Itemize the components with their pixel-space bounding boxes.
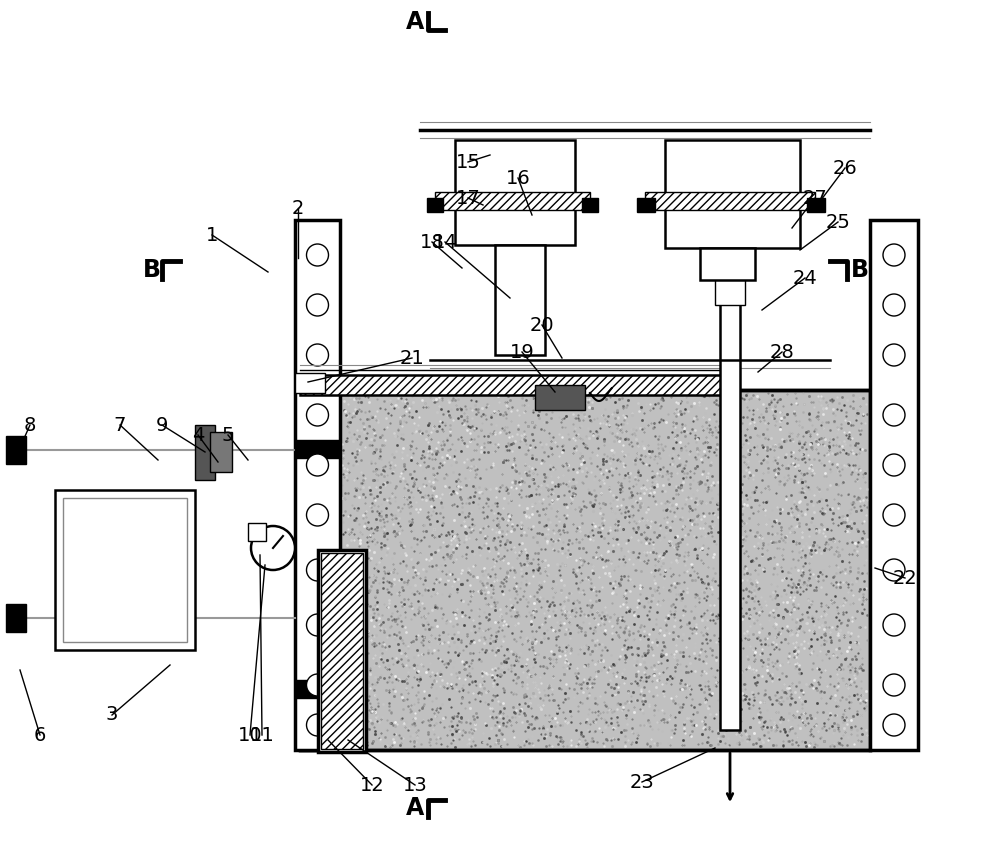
- Bar: [435, 192, 590, 210]
- Circle shape: [883, 504, 905, 526]
- Text: 12: 12: [360, 776, 384, 794]
- Text: 18: 18: [420, 233, 444, 251]
- Text: 21: 21: [400, 349, 424, 367]
- Text: 26: 26: [833, 158, 857, 178]
- Text: 15: 15: [456, 152, 480, 172]
- Text: 17: 17: [456, 189, 480, 207]
- Text: 19: 19: [510, 343, 534, 361]
- Bar: [63, 498, 187, 642]
- Bar: [195, 425, 215, 480]
- Circle shape: [883, 714, 905, 736]
- Bar: [427, 198, 443, 212]
- Circle shape: [306, 674, 328, 696]
- Circle shape: [883, 294, 905, 316]
- Bar: [295, 440, 340, 458]
- Bar: [535, 385, 585, 410]
- Bar: [870, 220, 918, 750]
- Bar: [248, 523, 266, 541]
- Bar: [300, 375, 730, 395]
- Bar: [665, 140, 800, 248]
- Circle shape: [306, 244, 328, 266]
- Text: 28: 28: [770, 343, 794, 361]
- Bar: [582, 198, 598, 212]
- Text: 23: 23: [630, 772, 654, 792]
- Bar: [318, 550, 366, 752]
- Text: 25: 25: [826, 212, 850, 232]
- Circle shape: [306, 404, 328, 426]
- Text: 11: 11: [250, 726, 274, 744]
- Bar: [6, 604, 26, 632]
- Bar: [700, 248, 755, 280]
- Circle shape: [306, 294, 328, 316]
- Text: 9: 9: [156, 415, 168, 435]
- Circle shape: [306, 559, 328, 581]
- Text: 1: 1: [206, 226, 218, 244]
- Circle shape: [883, 404, 905, 426]
- Circle shape: [306, 344, 328, 366]
- Circle shape: [306, 504, 328, 526]
- Text: 7: 7: [114, 415, 126, 435]
- Text: 13: 13: [403, 776, 427, 794]
- Bar: [807, 198, 825, 212]
- Text: 22: 22: [893, 569, 917, 587]
- Text: B: B: [851, 258, 869, 282]
- Circle shape: [306, 454, 328, 476]
- Bar: [645, 192, 815, 210]
- Circle shape: [883, 344, 905, 366]
- Bar: [295, 373, 325, 393]
- Text: 3: 3: [106, 706, 118, 724]
- Circle shape: [251, 526, 295, 570]
- Bar: [715, 275, 745, 305]
- Bar: [295, 220, 340, 750]
- Text: A: A: [406, 10, 424, 34]
- Text: 5: 5: [222, 426, 234, 444]
- Circle shape: [883, 244, 905, 266]
- Bar: [55, 490, 195, 650]
- Text: 10: 10: [238, 726, 262, 744]
- Bar: [637, 198, 655, 212]
- Text: 6: 6: [34, 726, 46, 744]
- Bar: [6, 436, 26, 464]
- Bar: [321, 553, 363, 749]
- Bar: [210, 432, 232, 472]
- Bar: [295, 680, 340, 698]
- Text: 20: 20: [530, 316, 554, 334]
- Text: 16: 16: [506, 168, 530, 188]
- Text: 14: 14: [433, 233, 457, 251]
- Text: 8: 8: [24, 415, 36, 435]
- Text: 2: 2: [292, 199, 304, 217]
- Circle shape: [883, 454, 905, 476]
- Text: 27: 27: [803, 189, 827, 207]
- Bar: [720, 270, 740, 730]
- Text: 24: 24: [793, 268, 817, 288]
- Bar: [495, 245, 545, 355]
- Text: 4: 4: [192, 426, 204, 444]
- Circle shape: [883, 559, 905, 581]
- Circle shape: [883, 614, 905, 636]
- Circle shape: [883, 674, 905, 696]
- Circle shape: [306, 614, 328, 636]
- Text: A: A: [406, 796, 424, 820]
- Text: B: B: [143, 258, 161, 282]
- Bar: [455, 140, 575, 245]
- Bar: [300, 390, 870, 750]
- Circle shape: [306, 714, 328, 736]
